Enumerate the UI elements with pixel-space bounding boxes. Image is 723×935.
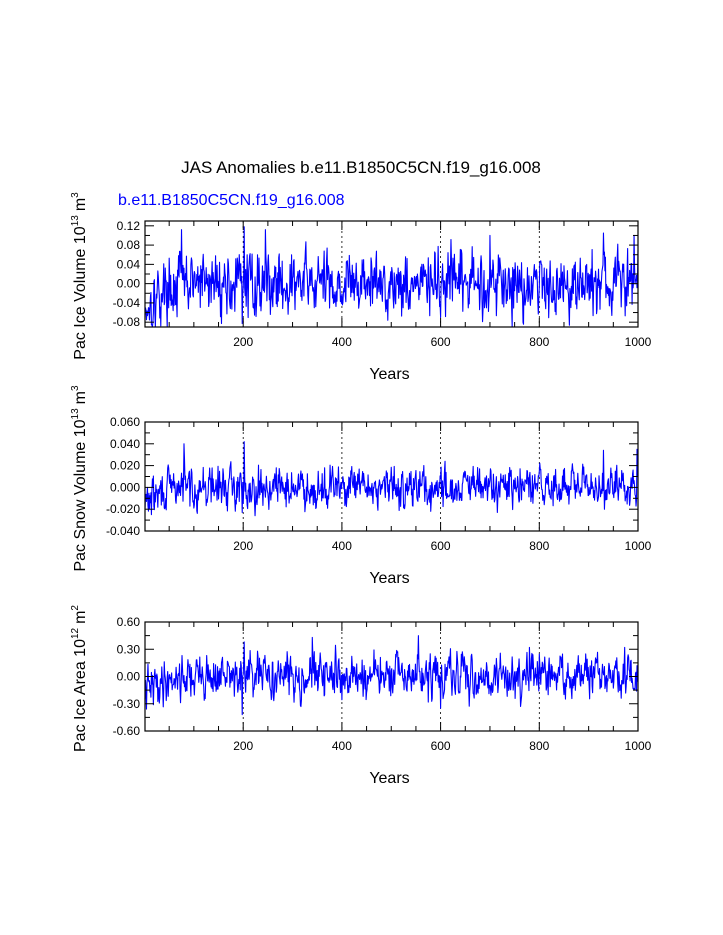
y-axis-label-exp: 13 <box>70 215 81 227</box>
y-tick-label: -0.30 <box>113 697 141 711</box>
x-tick-label: 800 <box>529 335 549 349</box>
y-tick-label: 0.04 <box>117 257 141 271</box>
x-axis-label: Years <box>369 770 409 787</box>
y-axis-label-unit-exp: 2 <box>70 605 81 611</box>
x-tick-label: 1000 <box>625 739 652 753</box>
panels: -0.08 -0.04 0.00 0.04 0.08 0.12 200 400 600 800 10… <box>70 192 652 787</box>
y-tick-label: -0.040 <box>106 524 140 538</box>
x-tick-label: 400 <box>332 539 352 553</box>
y-axis-label: Pac Ice Area 1012 m2 <box>70 605 89 752</box>
y-axis-label-unit: m <box>72 198 89 211</box>
y-tick-label: 0.08 <box>117 238 141 252</box>
y-tick-label: 0.060 <box>110 415 140 429</box>
x-tick-label: 800 <box>529 739 549 753</box>
x-tick-label: 400 <box>332 335 352 349</box>
y-tick-label: -0.08 <box>113 315 141 329</box>
panel-2: -0.040 -0.020 0.000 0.020 0.040 0.060 200 400 60… <box>70 385 652 587</box>
panel-1: -0.08 -0.04 0.00 0.04 0.08 0.12 200 400 600 800 10… <box>70 192 652 383</box>
y-tick-label: 0.00 <box>117 277 141 291</box>
x-tick-label: 600 <box>431 539 451 553</box>
y-tick-label: 0.60 <box>117 615 141 629</box>
series-line <box>144 226 639 328</box>
x-tick-label: 1000 <box>625 335 652 349</box>
y-axis-label: Pac Snow Volume 1013 m3 <box>70 385 89 572</box>
x-tick-label: 1000 <box>625 539 652 553</box>
series-line <box>144 635 639 716</box>
y-tick-label: 0.00 <box>117 670 141 684</box>
y-tick-label: -0.04 <box>113 296 141 310</box>
series-label: b.e11.B1850C5CN.f19_g16.008 <box>118 192 345 209</box>
y-tick-label: 0.020 <box>110 459 140 473</box>
x-tick-label: 200 <box>233 739 253 753</box>
y-axis-label-unit: m <box>72 611 89 624</box>
x-axis-label: Years <box>369 570 409 587</box>
y-tick-label: -0.020 <box>106 502 140 516</box>
x-tick-label: 400 <box>332 739 352 753</box>
y-axis-label-exp: 13 <box>70 408 81 420</box>
y-axis-label-exp: 12 <box>70 627 81 639</box>
x-tick-label: 200 <box>233 539 253 553</box>
y-axis-label-unit-exp: 3 <box>70 192 81 198</box>
x-tick-label: 200 <box>233 335 253 349</box>
x-axis-label: Years <box>369 366 409 383</box>
y-tick-label: 0.30 <box>117 642 141 656</box>
y-axis-label: Pac Ice Volume 1013 m3 <box>70 192 89 360</box>
x-tick-label: 600 <box>431 335 451 349</box>
y-tick-label: 0.12 <box>117 219 141 233</box>
x-tick-label: 800 <box>529 539 549 553</box>
y-tick-label: 0.040 <box>110 437 140 451</box>
y-tick-label: -0.60 <box>113 724 141 738</box>
y-axis-label-base: Pac Ice Area 10 <box>72 639 89 752</box>
series-line <box>144 441 639 517</box>
x-tick-label: 600 <box>431 739 451 753</box>
y-axis-label-unit: m <box>72 391 89 404</box>
y-axis-label-unit-exp: 3 <box>70 385 81 391</box>
panel-3: -0.60 -0.30 0.00 0.30 0.60 200 400 600 800 1000 Ye… <box>70 605 652 787</box>
figure-title: JAS Anomalies b.e11.B1850C5CN.f19_g16.00… <box>181 158 541 177</box>
y-tick-label: 0.000 <box>110 480 140 494</box>
y-axis-label-base: Pac Ice Volume 10 <box>72 226 89 360</box>
y-axis-label-base: Pac Snow Volume 10 <box>72 419 89 571</box>
